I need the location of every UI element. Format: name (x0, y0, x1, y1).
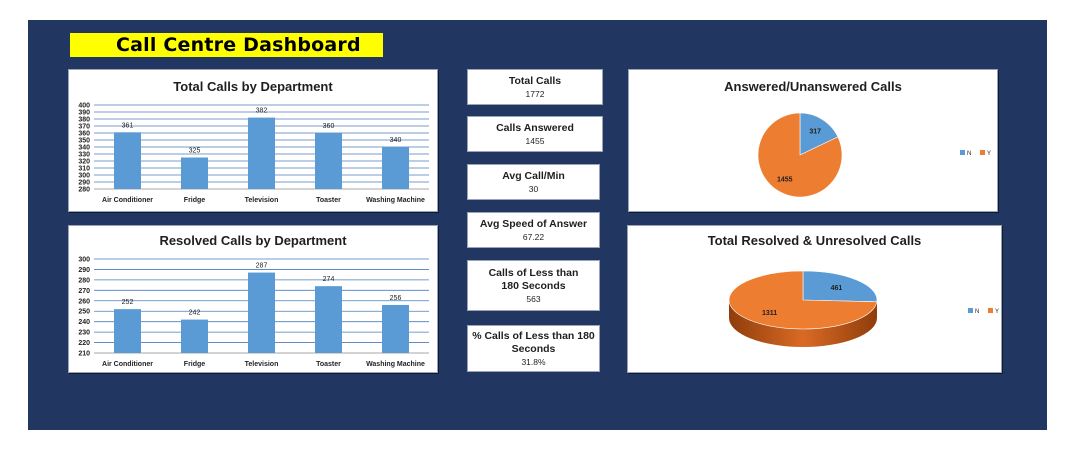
y-tick-label: 350 (78, 138, 90, 145)
x-tick-label: Washing Machine (366, 361, 425, 368)
legend-swatch-n (968, 308, 973, 313)
chart-title: Total Calls by Department (173, 79, 333, 94)
x-tick-label: Toaster (316, 361, 341, 368)
y-tick-label: 330 (78, 152, 90, 159)
y-tick-label: 310 (78, 166, 90, 173)
data-label: 360 (323, 123, 335, 130)
y-tick-label: 280 (78, 187, 90, 194)
bar (181, 158, 208, 190)
kpi-value: 67.22 (523, 232, 544, 243)
y-tick-label: 340 (78, 145, 90, 152)
data-label: 252 (122, 299, 134, 306)
kpi-value: 1772 (526, 89, 545, 100)
y-tick-label: 210 (78, 351, 90, 358)
data-label: 242 (189, 310, 201, 317)
x-tick-label: Air Conditioner (102, 197, 153, 204)
y-tick-label: 320 (78, 159, 90, 166)
kpi-avg-call-min: Avg Call/Min 30 (467, 164, 600, 200)
legend-swatch-y (988, 308, 993, 313)
data-label: 325 (189, 148, 201, 155)
legend-label: N (975, 309, 979, 315)
kpi-label: % Calls of Less than 180 Seconds (467, 330, 600, 356)
legend-label: N (967, 151, 971, 157)
chart-title: Answered/Unanswered Calls (724, 79, 902, 94)
y-tick-label: 240 (78, 319, 90, 326)
y-tick-label: 370 (78, 124, 90, 131)
pie-data-label: 461 (831, 285, 843, 292)
dashboard-title: Call Centre Dashboard (70, 33, 383, 57)
kpi-label: Calls Answered (492, 122, 578, 135)
x-tick-label: Air Conditioner (102, 361, 153, 368)
bar (114, 309, 141, 353)
legend-swatch-n (960, 150, 965, 155)
data-label: 340 (390, 137, 402, 144)
y-tick-label: 390 (78, 110, 90, 117)
kpi-label: Calls of Less than 180 Seconds (475, 267, 593, 293)
bar (315, 286, 342, 353)
x-tick-label: Fridge (184, 197, 205, 204)
resolved-pie-chart: Total Resolved & Unresolved Calls 461 1311… (628, 226, 1001, 372)
x-tick-label: Toaster (316, 197, 341, 204)
y-tick-label: 290 (78, 267, 90, 274)
bar (315, 133, 342, 189)
y-tick-label: 230 (78, 330, 90, 337)
data-label: 287 (256, 263, 268, 270)
data-label: 361 (122, 122, 134, 129)
x-tick-label: Washing Machine (366, 197, 425, 204)
y-tick-label: 300 (78, 257, 90, 264)
y-tick-label: 400 (78, 103, 90, 110)
pie-data-label: 1311 (762, 310, 777, 317)
answered-pie-panel: Answered/Unanswered Calls 317 1455 N Y (628, 69, 998, 212)
data-label: 256 (390, 295, 402, 302)
kpi-pct-calls-under-180: % Calls of Less than 180 Seconds 31.8% (467, 325, 600, 372)
x-tick-label: Television (245, 197, 279, 204)
pie-data-label: 317 (809, 128, 821, 135)
kpi-total-calls: Total Calls 1772 (467, 69, 603, 105)
y-tick-label: 300 (78, 173, 90, 180)
resolved-calls-chart-panel: Resolved Calls by Department 210 220 230 240… (68, 225, 438, 373)
bar (382, 305, 409, 353)
legend-label: Y (995, 309, 999, 315)
y-tick-label: 360 (78, 131, 90, 138)
kpi-value: 31.8% (521, 357, 545, 368)
legend-swatch-y (980, 150, 985, 155)
bar (114, 132, 141, 189)
x-tick-label: Television (245, 361, 279, 368)
y-tick-label: 280 (78, 277, 90, 284)
y-tick-label: 270 (78, 288, 90, 295)
y-tick-label: 290 (78, 180, 90, 187)
bar (248, 118, 275, 189)
resolved-pie-panel: Total Resolved & Unresolved Calls 461 1311… (627, 225, 1002, 373)
kpi-label: Total Calls (505, 75, 565, 88)
x-tick-label: Fridge (184, 361, 205, 368)
kpi-label: Avg Call/Min (498, 170, 569, 183)
answered-pie-chart: Answered/Unanswered Calls 317 1455 N Y (629, 70, 997, 211)
bar (181, 320, 208, 353)
kpi-value: 30 (529, 184, 538, 195)
kpi-value: 563 (526, 294, 540, 305)
resolved-calls-bar-chart: Resolved Calls by Department 210 220 230 240… (69, 226, 437, 372)
total-calls-chart-panel: Total Calls by Department 280 290 300 310 320… (68, 69, 438, 212)
kpi-calls-under-180: Calls of Less than 180 Seconds 563 (467, 260, 600, 311)
y-tick-label: 380 (78, 117, 90, 124)
y-tick-label: 220 (78, 340, 90, 347)
y-tick-label: 250 (78, 309, 90, 316)
bar (382, 147, 409, 189)
total-calls-bar-chart: Total Calls by Department 280290300310320… (69, 70, 437, 211)
pie-data-label: 1455 (777, 177, 793, 184)
chart-title: Total Resolved & Unresolved Calls (708, 233, 922, 248)
y-tick-label: 260 (78, 298, 90, 305)
bar (248, 273, 275, 353)
kpi-value: 1455 (526, 136, 545, 147)
data-label: 274 (323, 276, 335, 283)
kpi-calls-answered: Calls Answered 1455 (467, 116, 603, 152)
data-label: 382 (256, 108, 268, 115)
chart-title: Resolved Calls by Department (159, 233, 347, 248)
kpi-avg-speed-of-answer: Avg Speed of Answer 67.22 (467, 212, 600, 248)
kpi-label: Avg Speed of Answer (476, 218, 591, 231)
legend-label: Y (987, 151, 991, 157)
